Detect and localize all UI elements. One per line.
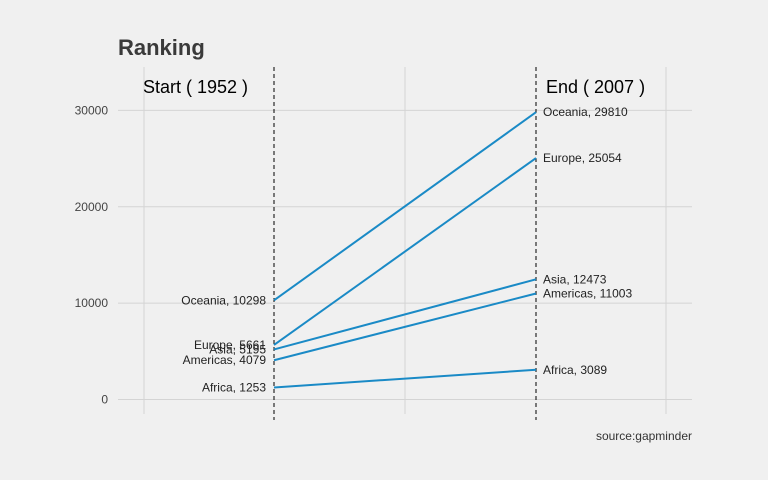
end-label-europe: Europe, 25054 xyxy=(543,151,622,165)
series-line-asia xyxy=(273,278,537,351)
start-label-africa: Africa, 1253 xyxy=(202,380,266,394)
start-label-asia: Asia, 5195 xyxy=(209,342,266,356)
series-line-americas xyxy=(273,292,537,362)
y-tick-label: 0 xyxy=(101,393,108,407)
series-line-africa xyxy=(273,368,537,389)
series-line-europe xyxy=(273,157,537,346)
end-label-africa: Africa, 3089 xyxy=(543,363,607,377)
start-period-label: Start ( 1952 ) xyxy=(143,77,248,97)
period-lines xyxy=(273,67,537,420)
series-line-oceania xyxy=(273,111,537,302)
y-tick-label: 20000 xyxy=(75,200,109,214)
y-axis-ticks: 0 10000 20000 30000 xyxy=(75,103,109,406)
start-label-oceania: Oceania, 10298 xyxy=(181,293,266,307)
end-label-americas: Americas, 11003 xyxy=(543,286,632,300)
source-note: source:gapminder xyxy=(596,429,692,443)
start-label-americas: Americas, 4079 xyxy=(183,353,267,367)
series-lines xyxy=(273,111,537,389)
y-tick-label: 30000 xyxy=(75,103,109,117)
end-label-asia: Asia, 12473 xyxy=(543,272,607,286)
end-label-oceania: Oceania, 29810 xyxy=(543,105,628,119)
end-period-label: End ( 2007 ) xyxy=(546,77,645,97)
chart-title: Ranking xyxy=(118,35,205,60)
y-tick-label: 10000 xyxy=(75,296,109,310)
data-labels: Oceania, 10298 Oceania, 29810 Europe, 5661… xyxy=(181,105,632,394)
start-label-europe: Europe, 5661 xyxy=(194,338,266,352)
